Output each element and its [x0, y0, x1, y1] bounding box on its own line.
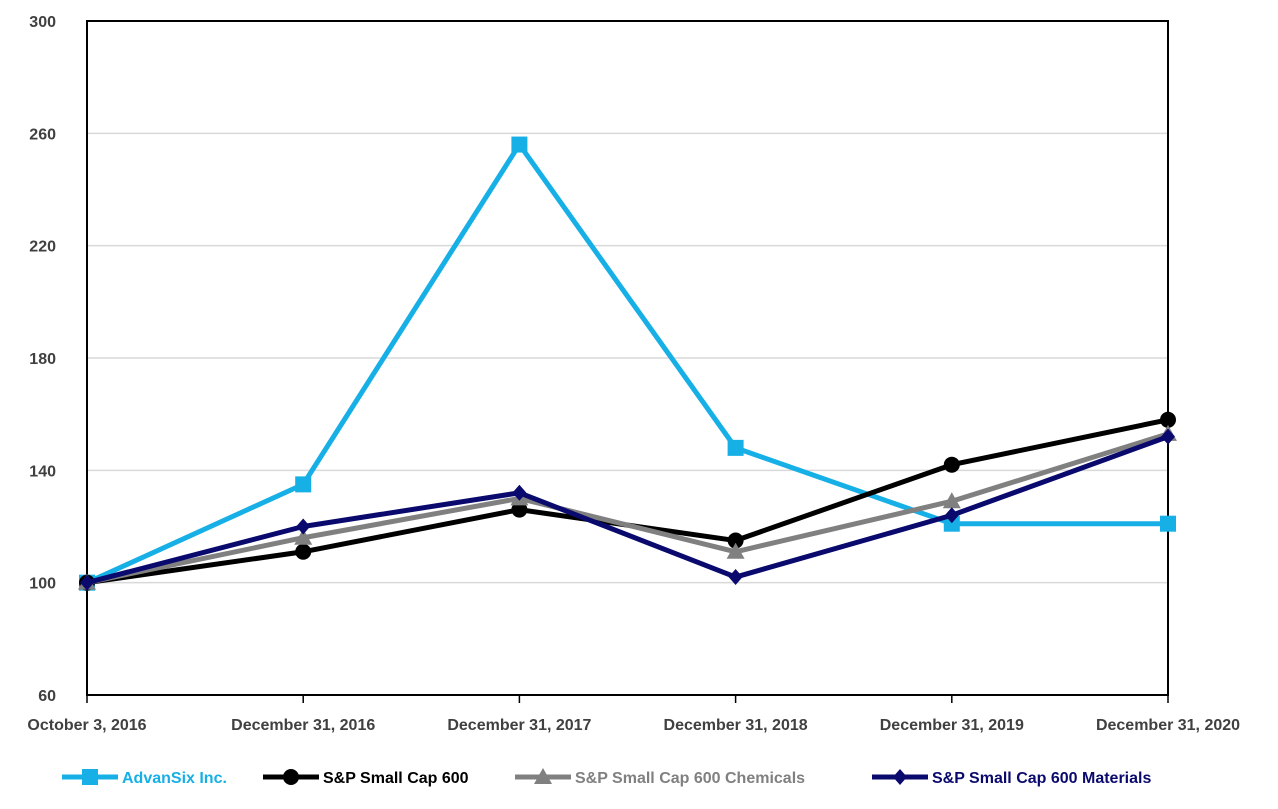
legend-label: AdvanSix Inc. — [122, 770, 227, 787]
legend-item: S&P Small Cap 600 Chemicals — [515, 768, 805, 787]
y-tick-label: 300 — [29, 14, 56, 31]
series-2 — [78, 424, 1177, 590]
y-tick-label: 260 — [29, 126, 56, 143]
data-point — [295, 476, 312, 493]
data-point — [728, 569, 743, 586]
legend-marker — [283, 769, 299, 785]
axis-labels: 60 100 140 180 220 260 300 October 3, 2016 Decem… — [27, 14, 1240, 734]
series-line — [86, 431, 1169, 586]
legend: AdvanSix Inc. S&P Small Cap 600 S&P Small … — [62, 768, 1151, 787]
legend-marker — [534, 768, 552, 784]
data-point — [1161, 428, 1175, 445]
y-tick-label: 220 — [29, 239, 56, 256]
series-line — [86, 417, 1169, 586]
data-point — [727, 532, 744, 549]
y-tick-label: 100 — [29, 576, 56, 593]
y-tick-label: 60 — [38, 688, 56, 705]
legend-label: S&P Small Cap 600 Materials — [932, 770, 1151, 787]
y-tick-label: 140 — [29, 463, 56, 480]
y-tick-label: 180 — [29, 351, 56, 368]
data-point — [943, 456, 960, 473]
series-3 — [80, 428, 1175, 591]
data-point — [295, 543, 312, 560]
data-point — [943, 515, 960, 532]
grid-lines — [87, 132, 1168, 584]
legend-item: S&P Small Cap 600 — [263, 769, 469, 787]
x-tick-label: December 31, 2016 — [231, 717, 375, 734]
data-point — [512, 484, 527, 501]
data-point — [294, 528, 313, 545]
x-tick-label: October 3, 2016 — [27, 717, 146, 734]
x-tick-label: December 31, 2020 — [1096, 717, 1240, 734]
data-point — [727, 439, 744, 456]
x-tick-label: December 31, 2018 — [664, 717, 808, 734]
data-point — [296, 518, 311, 535]
x-tick-label: December 31, 2017 — [447, 717, 591, 734]
data-point — [511, 136, 528, 153]
legend-marker — [82, 769, 98, 785]
series-1 — [79, 411, 1176, 591]
plot-frame — [86, 20, 1169, 696]
data-point — [1160, 515, 1176, 532]
x-tick-label: December 31, 2019 — [880, 717, 1024, 734]
series-line — [86, 434, 1169, 586]
series-lines — [78, 136, 1177, 591]
data-point — [80, 574, 94, 591]
data-point — [511, 501, 528, 518]
legend-label: S&P Small Cap 600 — [323, 770, 469, 787]
data-point — [944, 507, 959, 524]
legend-label: S&P Small Cap 600 Chemicals — [575, 770, 805, 787]
legend-item: S&P Small Cap 600 Materials — [872, 769, 1151, 787]
data-point — [1160, 411, 1176, 428]
axes — [86, 20, 1169, 703]
data-point — [726, 542, 745, 559]
data-point — [942, 492, 961, 509]
legend-item: AdvanSix Inc. — [62, 769, 227, 787]
legend-marker — [893, 769, 907, 785]
series-line — [85, 142, 1168, 585]
